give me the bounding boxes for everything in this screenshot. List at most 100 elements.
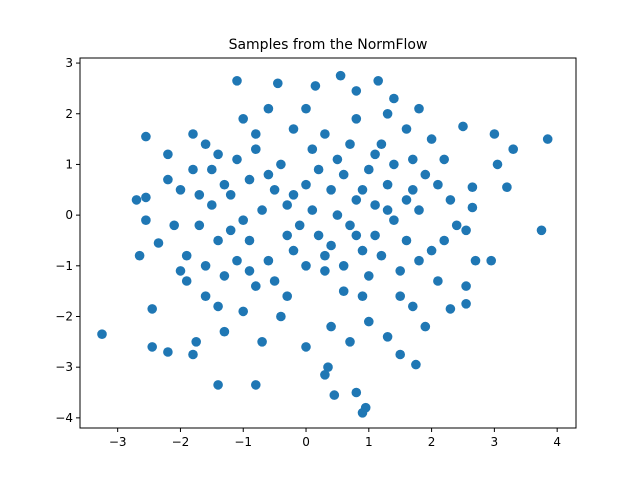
data-point [357,291,368,302]
data-point [326,240,336,251]
data-point [238,215,248,225]
data-point [382,179,393,190]
data-point [181,276,192,286]
data-point [147,342,157,352]
data-point [364,316,374,327]
data-point [414,103,424,114]
data-point [225,190,236,200]
data-point [389,215,399,225]
chart-title: Samples from the NormFlow [229,37,428,53]
data-point [489,129,500,139]
data-point [163,347,173,357]
data-point [426,245,437,256]
data-point [502,182,512,192]
data-point [307,205,318,215]
data-point [326,185,336,195]
data-point [238,114,248,124]
data-point [395,349,406,360]
data-point [345,139,355,149]
data-point [470,255,481,266]
data-point [294,220,305,231]
data-point [288,124,299,134]
data-point [408,185,418,195]
data-point [213,149,223,160]
data-point [188,349,198,360]
data-point [141,215,151,225]
data-point [181,250,192,261]
data-point [351,86,362,96]
data-point [313,164,324,175]
points-layer [97,70,553,418]
data-point [376,139,387,149]
data-point [370,149,380,160]
data-point [163,174,173,185]
data-point [131,195,142,205]
data-point [251,281,261,291]
data-point [251,129,261,139]
data-point [200,261,211,271]
data-point [351,230,362,241]
data-point [414,255,424,266]
data-point [288,245,299,256]
data-point [338,286,349,297]
data-point [194,190,205,200]
y-tick-label: 3 [65,56,73,70]
data-point [301,103,311,114]
data-point [244,266,255,276]
data-point [307,144,318,154]
data-point [213,380,223,390]
data-point [332,210,343,220]
data-point [219,326,230,337]
data-point [542,134,553,144]
data-point [257,205,267,215]
data-point [273,78,283,89]
data-point [414,205,424,215]
y-tick-label: −4 [55,411,73,425]
data-point [269,276,280,286]
data-point [338,169,349,180]
data-point [219,271,230,281]
data-point [301,179,311,190]
data-point [191,337,201,347]
data-point [263,169,274,180]
data-point [320,266,330,276]
data-point [451,220,462,231]
data-point [382,109,393,119]
data-point [263,103,274,114]
data-point [175,266,186,276]
data-point [461,225,471,236]
data-point [213,235,223,246]
plot-frame [79,57,577,429]
data-point [329,390,340,400]
data-point [188,164,198,175]
data-point [169,220,179,231]
data-point [207,200,217,210]
data-point [263,255,274,266]
x-tick-label: −2 [172,435,190,449]
data-point [147,304,157,314]
data-point [175,185,186,195]
data-point [351,114,362,124]
data-point [461,281,471,291]
data-point [408,301,418,312]
data-point [244,174,255,185]
data-point [244,235,255,246]
y-tick-label: −3 [55,360,73,374]
data-point [345,337,355,347]
data-point [282,230,293,241]
data-point [251,144,261,154]
data-point [323,362,333,373]
y-tick-label: −2 [55,309,73,323]
data-point [467,182,478,192]
data-point [395,291,406,302]
y-tick-label: 1 [65,157,73,171]
x-tick-label: 2 [428,435,436,449]
data-point [276,159,286,170]
data-point [97,329,107,340]
data-point [433,179,443,190]
data-point [200,139,211,149]
y-tick-label: 2 [65,107,73,121]
data-point [188,129,198,139]
data-point [269,185,280,195]
data-point [420,169,431,180]
